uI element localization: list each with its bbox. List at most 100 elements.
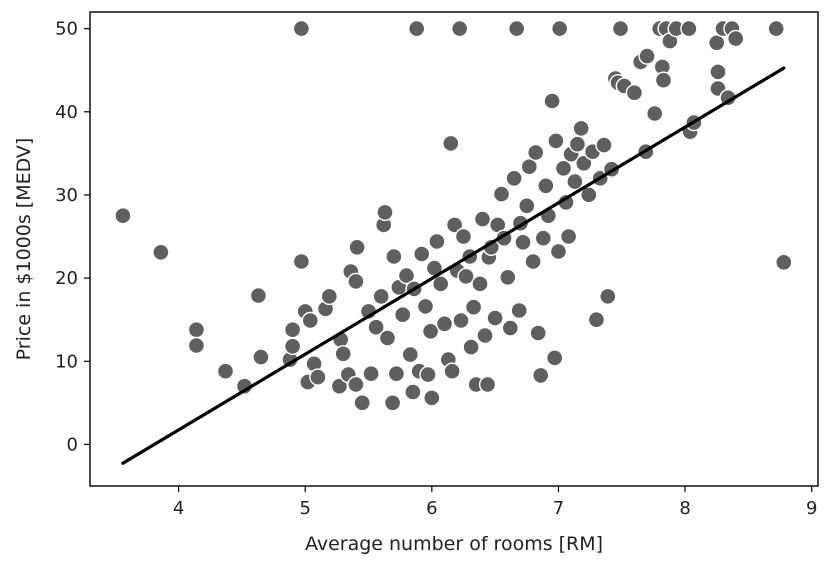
y-axis-label: Price in $1000s [MEDV] — [13, 138, 35, 361]
data-point-123 — [646, 104, 664, 123]
data-point-43 — [404, 383, 422, 401]
data-point-45 — [408, 19, 426, 38]
data-point-0 — [114, 206, 132, 225]
data-point-58 — [443, 362, 461, 380]
data-point-31 — [367, 318, 385, 336]
x-tick-label-9: 9 — [806, 498, 817, 519]
data-point-69 — [471, 275, 489, 293]
data-point-38 — [387, 365, 406, 383]
data-point-80 — [501, 319, 519, 337]
data-point-82 — [508, 19, 526, 38]
x-tick-label-4: 4 — [173, 498, 184, 519]
data-point-93 — [537, 177, 555, 195]
x-axis-label: Average number of rooms [RM] — [305, 533, 603, 555]
data-point-61 — [451, 19, 469, 38]
data-point-126 — [654, 71, 673, 89]
regression-line — [121, 66, 786, 465]
y-axis: 0 10 20 30 40 50 — [55, 19, 90, 455]
data-point-134 — [709, 63, 727, 81]
y-tick-label-30: 30 — [55, 185, 78, 206]
data-point-41 — [397, 266, 416, 285]
data-point-67 — [464, 298, 483, 316]
data-point-102 — [559, 227, 578, 246]
y-tick-label-10: 10 — [55, 351, 78, 372]
data-point-42 — [401, 345, 419, 364]
data-point-48 — [416, 297, 435, 316]
axes-frame — [89, 11, 819, 487]
data-point-99 — [551, 19, 569, 38]
data-point-95 — [543, 92, 561, 110]
data-point-62 — [452, 311, 470, 330]
data-point-133 — [708, 34, 726, 52]
data-point-22 — [334, 345, 352, 363]
data-point-55 — [435, 315, 454, 333]
data-point-88 — [524, 252, 542, 271]
data-point-79 — [499, 268, 517, 286]
data-point-49 — [419, 365, 437, 384]
data-point-63 — [454, 227, 473, 246]
data-point-105 — [568, 135, 587, 153]
data-point-97 — [547, 132, 565, 150]
data-point-2 — [187, 321, 206, 339]
data-point-32 — [372, 287, 390, 306]
data-point-30 — [362, 365, 380, 383]
data-point-89 — [527, 143, 545, 162]
x-tick-label-5: 5 — [300, 498, 311, 519]
data-point-17 — [309, 368, 327, 386]
data-point-96 — [546, 349, 564, 367]
data-point-51 — [423, 389, 441, 407]
data-point-47 — [413, 245, 431, 263]
data-point-35 — [378, 329, 397, 347]
x-tick-label-6: 6 — [426, 498, 437, 519]
data-point-19 — [320, 287, 338, 306]
data-point-10 — [283, 321, 302, 339]
data-point-106 — [572, 119, 590, 138]
data-point-4 — [216, 362, 235, 380]
data-point-81 — [505, 169, 523, 188]
data-point-3 — [187, 336, 206, 355]
data-point-25 — [347, 272, 365, 291]
data-point-15 — [301, 311, 319, 330]
data-point-54 — [432, 275, 450, 293]
data-point-110 — [587, 311, 606, 329]
data-point-9 — [283, 337, 302, 355]
data-point-139 — [727, 29, 745, 48]
data-point-83 — [510, 301, 528, 320]
data-point-53 — [428, 232, 446, 251]
data-point-75 — [486, 309, 504, 327]
data-point-90 — [529, 324, 547, 342]
data-point-130 — [680, 19, 698, 38]
data-point-7 — [252, 348, 270, 366]
data-point-1 — [152, 243, 170, 262]
data-point-87 — [520, 157, 538, 176]
data-point-141 — [775, 253, 793, 271]
data-point-113 — [599, 287, 617, 306]
data-point-36 — [383, 394, 402, 412]
data-point-86 — [518, 197, 536, 215]
data-point-108 — [580, 186, 598, 204]
data-point-50 — [421, 322, 440, 340]
data-point-57 — [442, 134, 460, 153]
plot-area — [114, 19, 793, 412]
data-point-28 — [353, 394, 371, 412]
data-point-70 — [473, 210, 492, 228]
data-point-107 — [575, 154, 593, 173]
data-point-27 — [348, 238, 366, 257]
data-point-12 — [292, 19, 311, 38]
data-point-100 — [554, 159, 573, 178]
data-point-92 — [534, 229, 552, 247]
data-point-77 — [492, 185, 511, 203]
data-point-71 — [476, 326, 494, 345]
data-point-122 — [638, 47, 656, 65]
x-tick-label-8: 8 — [679, 498, 690, 519]
data-point-37 — [385, 247, 403, 266]
data-point-26 — [347, 375, 365, 394]
x-axis: 4 5 6 7 8 9 — [173, 486, 817, 519]
y-tick-label-40: 40 — [55, 102, 78, 123]
data-point-66 — [462, 338, 480, 356]
y-tick-label-20: 20 — [55, 268, 78, 289]
data-point-119 — [625, 83, 644, 102]
data-point-104 — [566, 172, 584, 191]
data-point-91 — [532, 366, 550, 385]
